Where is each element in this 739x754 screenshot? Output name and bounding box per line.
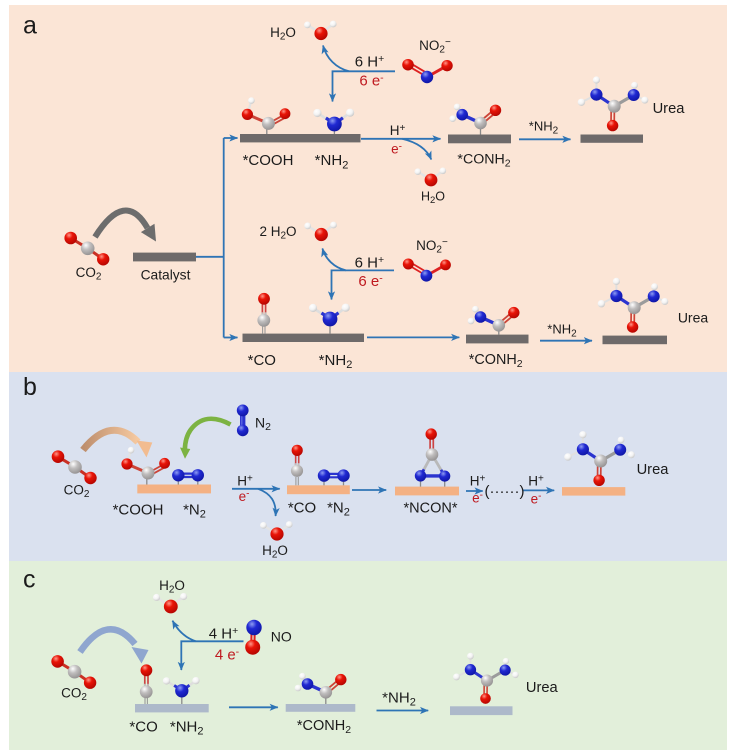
svg-text:*COOH: *COOH bbox=[243, 152, 294, 169]
svg-text:b: b bbox=[23, 373, 37, 401]
svg-text:*COOH: *COOH bbox=[113, 502, 164, 519]
svg-text:4 e-: 4 e- bbox=[215, 646, 240, 664]
svg-text:H2O: H2O bbox=[159, 578, 185, 596]
svg-text:Urea: Urea bbox=[678, 310, 709, 326]
svg-text:*CONH2: *CONH2 bbox=[457, 152, 510, 170]
svg-text:6 e-: 6 e- bbox=[359, 72, 384, 90]
svg-text:*NH2: *NH2 bbox=[315, 152, 349, 171]
svg-text:NO: NO bbox=[271, 629, 292, 645]
svg-text:*NH2: *NH2 bbox=[319, 352, 353, 371]
svg-text:CO2: CO2 bbox=[64, 482, 90, 500]
svg-text:*NH2: *NH2 bbox=[547, 322, 577, 340]
svg-text:6 H+: 6 H+ bbox=[355, 254, 384, 272]
svg-text:(······): (······) bbox=[485, 483, 525, 500]
svg-text:c: c bbox=[23, 566, 36, 594]
svg-text:e-: e- bbox=[239, 489, 250, 504]
svg-text:*NH2: *NH2 bbox=[529, 118, 559, 136]
svg-text:*CO: *CO bbox=[248, 352, 276, 369]
svg-text:*CO: *CO bbox=[129, 718, 157, 735]
svg-text:6 H+: 6 H+ bbox=[355, 53, 384, 71]
svg-text:*CONH2: *CONH2 bbox=[469, 352, 523, 370]
svg-text:e-: e- bbox=[531, 491, 542, 506]
svg-text:e-: e- bbox=[391, 141, 402, 156]
svg-text:a: a bbox=[23, 11, 37, 39]
svg-text:2 H2O: 2 H2O bbox=[259, 224, 296, 242]
svg-text:6 e-: 6 e- bbox=[358, 273, 383, 291]
svg-text:*CO: *CO bbox=[288, 499, 316, 516]
svg-text:*NH2: *NH2 bbox=[170, 718, 204, 737]
svg-text:CO2: CO2 bbox=[76, 265, 102, 283]
svg-text:CO2: CO2 bbox=[61, 686, 87, 704]
svg-text:H2O: H2O bbox=[262, 543, 288, 561]
svg-text:e-: e- bbox=[472, 490, 483, 505]
svg-text:H2O: H2O bbox=[270, 25, 296, 43]
svg-text:4 H+: 4 H+ bbox=[209, 625, 238, 643]
svg-text:Urea: Urea bbox=[526, 680, 559, 696]
svg-text:*NCON*: *NCON* bbox=[404, 500, 458, 516]
svg-text:*CONH2: *CONH2 bbox=[297, 718, 351, 736]
svg-text:Catalyst: Catalyst bbox=[141, 268, 191, 283]
svg-text:*NH2: *NH2 bbox=[382, 690, 416, 709]
svg-text:Urea: Urea bbox=[637, 462, 670, 478]
svg-text:H2O: H2O bbox=[421, 189, 445, 206]
svg-text:Urea: Urea bbox=[653, 101, 686, 117]
